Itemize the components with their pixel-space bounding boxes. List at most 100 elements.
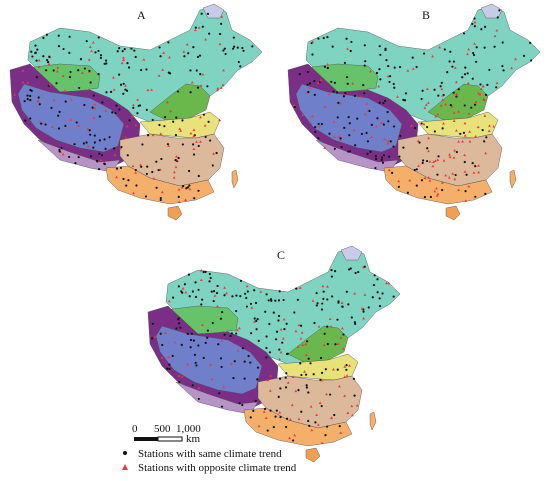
station-opposite-trend [339, 431, 343, 434]
station-same-trend [462, 131, 466, 134]
station-opposite-trend [355, 403, 359, 407]
station-opposite-trend [463, 170, 467, 173]
station-same-trend [392, 82, 395, 86]
station-same-trend [265, 346, 268, 350]
map-panel-a: A [0, 0, 275, 225]
station-same-trend [209, 139, 212, 142]
station-same-trend [483, 140, 486, 143]
station-same-trend [486, 83, 489, 87]
station-same-trend [392, 125, 396, 128]
station-same-trend [158, 46, 161, 49]
scale-bar: 0 500 1,000 km [132, 423, 402, 445]
station-opposite-trend [309, 405, 313, 408]
station-opposite-trend [493, 34, 497, 38]
station-same-trend [345, 37, 348, 40]
station-same-trend [244, 292, 247, 295]
station-same-trend [353, 394, 356, 397]
station-opposite-trend [365, 102, 369, 105]
station-opposite-trend [301, 113, 305, 116]
station-opposite-trend [132, 191, 135, 195]
station-same-trend [99, 56, 102, 60]
china-map-a [9, 3, 263, 221]
station-same-trend [457, 88, 460, 91]
station-same-trend [371, 296, 374, 299]
station-same-trend [285, 372, 288, 375]
station-same-trend [97, 73, 100, 76]
station-same-trend [267, 299, 270, 302]
station-same-trend [172, 120, 175, 123]
station-same-trend [372, 283, 376, 287]
station-same-trend [97, 49, 100, 53]
station-opposite-trend [461, 139, 465, 143]
station-opposite-trend [219, 86, 223, 89]
station-same-trend [379, 78, 382, 81]
station-opposite-trend [442, 159, 446, 162]
station-same-trend [220, 365, 223, 369]
station-same-trend [253, 317, 256, 320]
station-same-trend [433, 88, 436, 91]
station-same-trend [46, 60, 50, 64]
station-same-trend [34, 51, 37, 55]
station-opposite-trend [482, 97, 485, 101]
station-same-trend [34, 44, 37, 47]
station-same-trend [266, 429, 269, 432]
station-opposite-trend [316, 423, 320, 426]
station-opposite-trend [487, 129, 491, 133]
station-same-trend [197, 174, 200, 178]
station-same-trend [314, 421, 317, 424]
station-opposite-trend [111, 76, 115, 79]
station-same-trend [347, 150, 350, 153]
station-same-trend [341, 305, 344, 308]
station-same-trend [206, 336, 209, 339]
station-same-trend [183, 55, 186, 58]
station-same-trend [77, 155, 80, 159]
station-opposite-trend [168, 55, 171, 59]
station-same-trend [57, 114, 60, 117]
station-opposite-trend [186, 362, 190, 366]
station-opposite-trend [479, 87, 483, 91]
station-opposite-trend [55, 70, 59, 73]
station-same-trend [473, 25, 476, 28]
station-opposite-trend [222, 385, 226, 388]
station-opposite-trend [450, 105, 454, 108]
station-opposite-trend [69, 118, 72, 121]
station-same-trend [384, 47, 387, 50]
station-same-trend [163, 125, 166, 128]
station-same-trend [167, 41, 170, 44]
station-opposite-trend [222, 68, 225, 72]
station-same-trend [255, 319, 258, 322]
station-same-trend [402, 146, 405, 149]
station-same-trend [326, 425, 329, 428]
station-same-trend [333, 413, 336, 417]
station-same-trend [312, 373, 315, 376]
station-same-trend [348, 150, 352, 153]
station-same-trend [103, 162, 106, 165]
station-same-trend [122, 92, 125, 95]
station-same-trend [378, 101, 381, 104]
station-same-trend [462, 32, 466, 35]
station-same-trend [118, 47, 121, 50]
station-opposite-trend [360, 307, 364, 310]
station-same-trend [382, 101, 385, 105]
station-opposite-trend [195, 140, 198, 143]
station-same-trend [125, 89, 129, 92]
station-same-trend [320, 371, 324, 375]
station-same-trend [94, 51, 97, 54]
station-opposite-trend [218, 42, 222, 46]
station-opposite-trend [416, 139, 420, 142]
station-same-trend [324, 368, 327, 371]
station-same-trend [346, 82, 349, 85]
station-same-trend [68, 51, 71, 54]
station-same-trend [385, 59, 388, 62]
station-same-trend [177, 195, 180, 198]
station-same-trend [219, 357, 223, 360]
station-same-trend [389, 140, 392, 143]
station-opposite-trend [216, 88, 219, 92]
station-opposite-trend [453, 149, 457, 152]
station-same-trend [232, 376, 235, 380]
station-same-trend [425, 159, 429, 163]
station-opposite-trend [341, 347, 345, 350]
station-same-trend [441, 127, 444, 130]
station-opposite-trend [432, 160, 436, 163]
station-opposite-trend [311, 299, 315, 302]
